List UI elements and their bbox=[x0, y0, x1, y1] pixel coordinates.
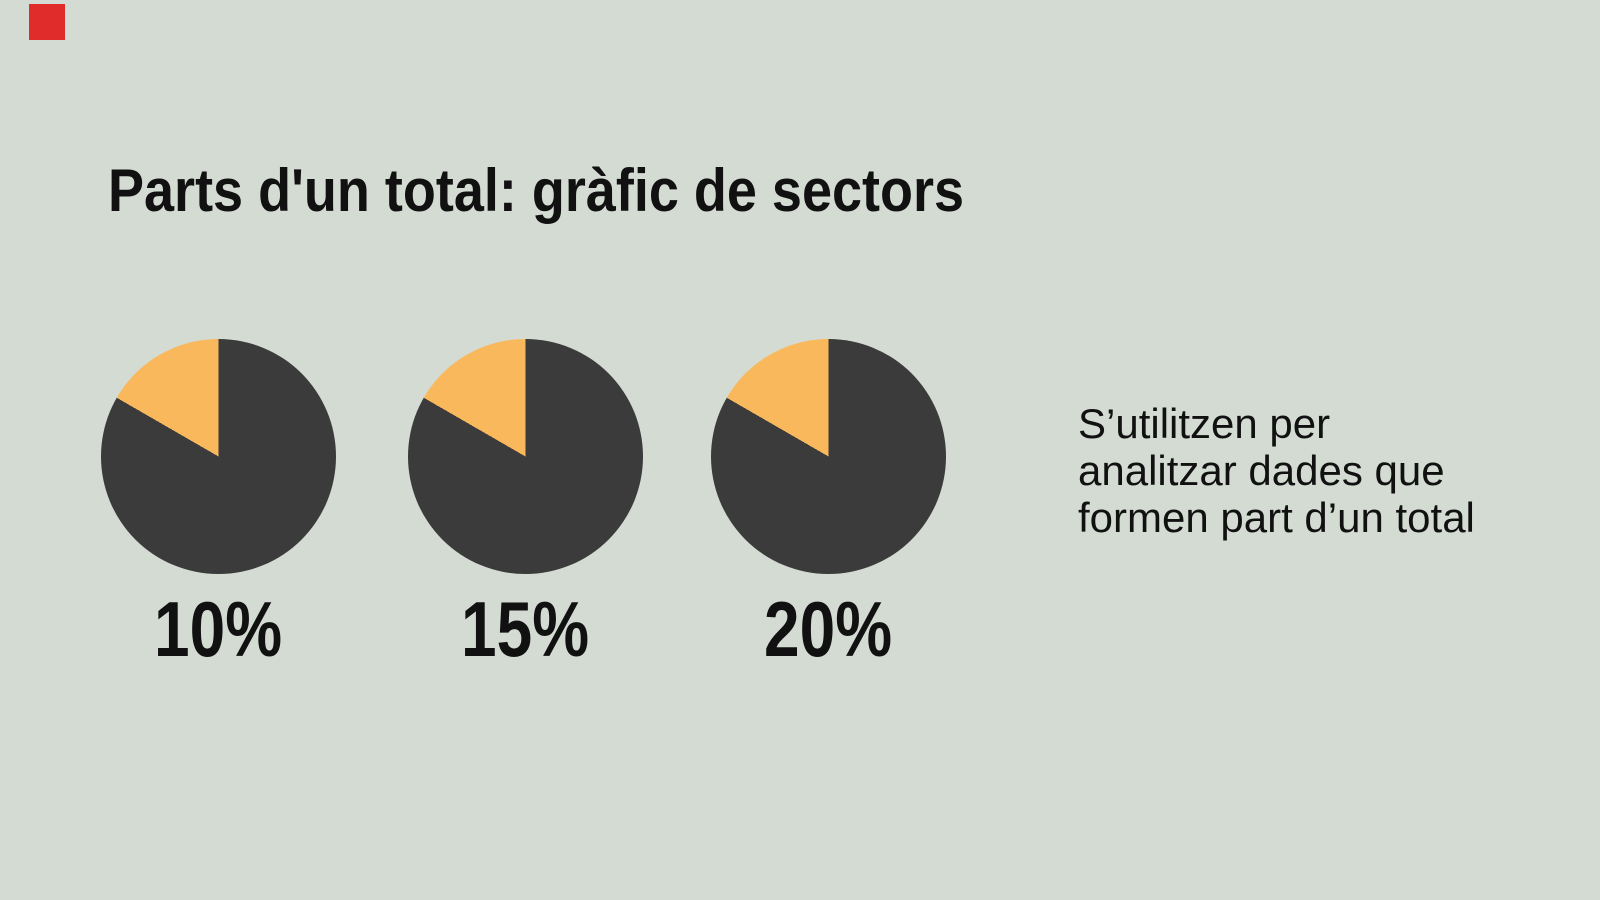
description-text: S’utilitzen per analitzar dades que form… bbox=[1078, 400, 1475, 541]
pie-label-20pct-text: 20% bbox=[764, 585, 893, 673]
description-line-1: S’utilitzen per bbox=[1078, 400, 1331, 447]
pie-label-10pct-text: 10% bbox=[154, 585, 283, 673]
pie-label-10pct: 10% bbox=[101, 590, 336, 668]
pie-chart-20pct bbox=[711, 339, 946, 574]
pie-figure-20pct: 20% bbox=[711, 339, 946, 679]
page-title: Parts d'un total: gràfic de sectors bbox=[108, 161, 1059, 221]
pie-label-20pct: 20% bbox=[711, 590, 946, 668]
description-line-3: formen part d’un total bbox=[1078, 494, 1475, 541]
pie-figure-10pct: 10% bbox=[101, 339, 336, 679]
pie-chart-15pct bbox=[408, 339, 643, 574]
pie-figure-15pct: 15% bbox=[408, 339, 643, 679]
red-marker bbox=[29, 4, 65, 40]
page-title-text: Parts d'un total: gràfic de sectors bbox=[108, 157, 965, 224]
pie-label-15pct-text: 15% bbox=[461, 585, 590, 673]
description-line-2: analitzar dades que bbox=[1078, 447, 1445, 494]
pie-chart-10pct bbox=[101, 339, 336, 574]
pie-label-15pct: 15% bbox=[408, 590, 643, 668]
